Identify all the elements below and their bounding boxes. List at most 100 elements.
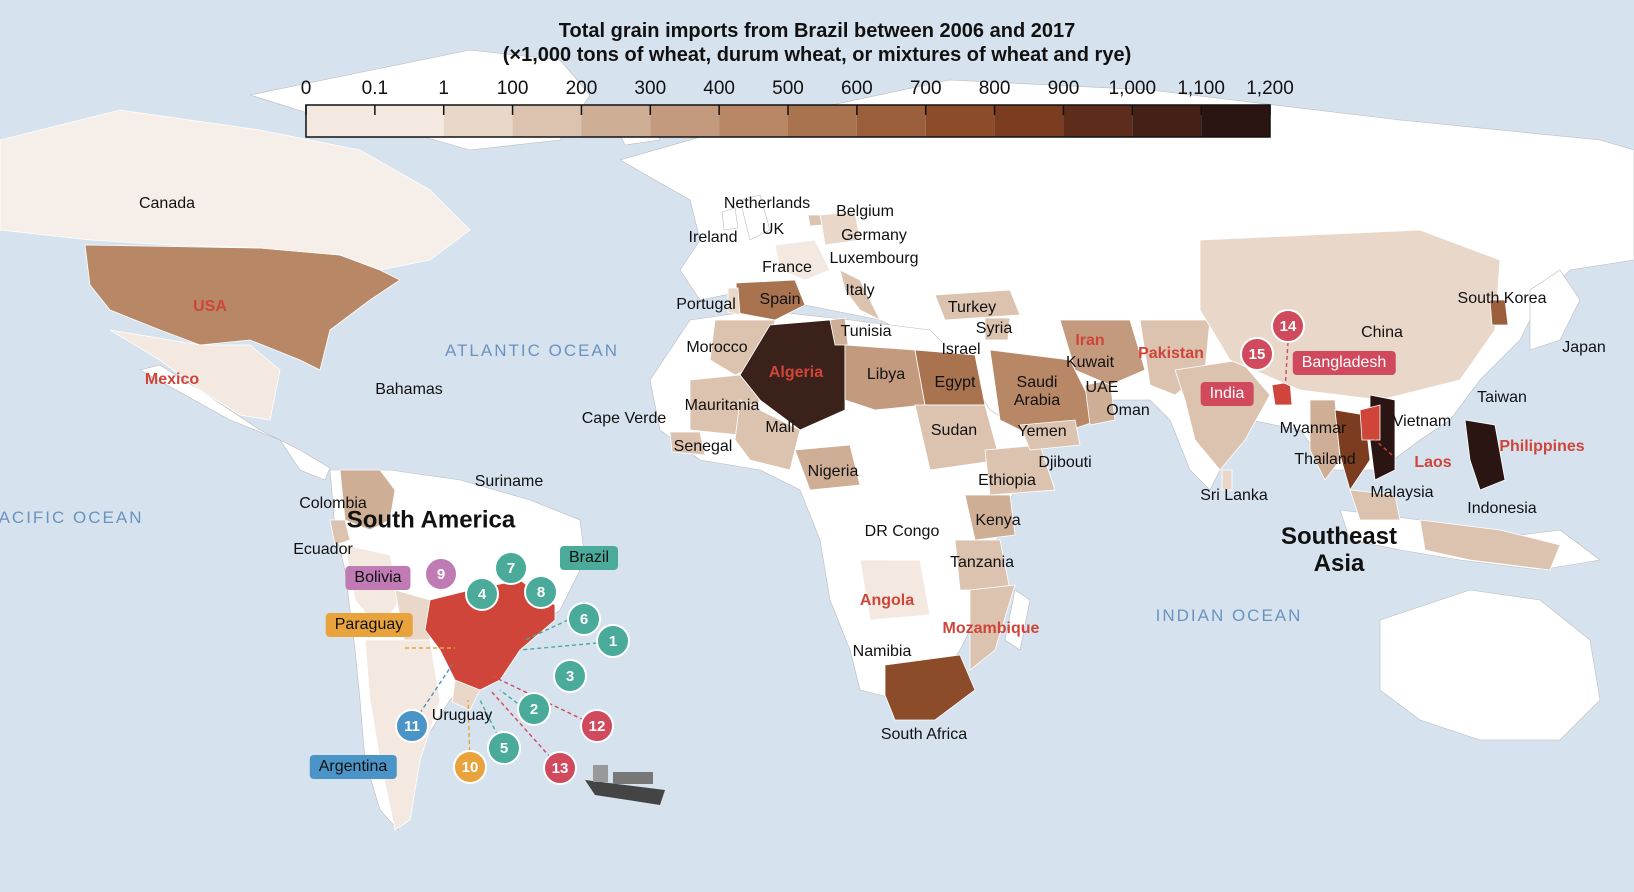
dr-congo-fill bbox=[879, 494, 956, 561]
label-luxembourg: Luxembourg bbox=[829, 250, 919, 267]
label-china: China bbox=[1361, 324, 1403, 341]
legend-band bbox=[1132, 105, 1202, 137]
legend-colorbar bbox=[305, 104, 1271, 138]
badge-9: 9 bbox=[424, 557, 458, 591]
label-kuwait: Kuwait bbox=[1065, 354, 1115, 371]
badge-7: 7 bbox=[494, 551, 528, 585]
label-nigeria: Nigeria bbox=[807, 463, 859, 480]
legend-band bbox=[856, 105, 926, 137]
legend-tick-label: 200 bbox=[565, 78, 598, 99]
badge-10: 10 bbox=[453, 750, 487, 784]
label-pakistan: Pakistan bbox=[1138, 345, 1204, 362]
ireland-shape bbox=[721, 207, 739, 231]
france-fill bbox=[774, 239, 831, 281]
label-ireland: Ireland bbox=[688, 229, 738, 246]
legend-tick-label: 0.1 bbox=[361, 78, 389, 99]
badge-12: 12 bbox=[580, 709, 614, 743]
netherlands-fill bbox=[807, 214, 823, 227]
madagascar bbox=[1004, 589, 1031, 651]
label-kenya: Kenya bbox=[975, 512, 1021, 529]
label-germany: Germany bbox=[841, 227, 907, 244]
portugal-fill bbox=[727, 287, 741, 316]
cargo-ship-icon bbox=[585, 765, 665, 805]
label-yemen: Yemen bbox=[1017, 423, 1067, 440]
label-uk: UK bbox=[761, 221, 785, 238]
senegal-fill bbox=[669, 431, 706, 456]
label-turkey: Turkey bbox=[947, 299, 997, 316]
label-japan: Japan bbox=[1562, 339, 1606, 356]
legend-tick-label: 1,000 bbox=[1108, 78, 1157, 99]
legend-band bbox=[1063, 105, 1133, 137]
label-taiwan: Taiwan bbox=[1477, 389, 1527, 406]
libya-fill bbox=[844, 344, 926, 411]
tag-paraguay: Paraguay bbox=[325, 613, 413, 637]
mexico-fill bbox=[109, 329, 281, 421]
south-korea-fill bbox=[1489, 299, 1509, 326]
label-iran: Iran bbox=[1075, 332, 1105, 349]
label-spain: Spain bbox=[759, 291, 801, 308]
badge-15: 15 bbox=[1240, 337, 1274, 371]
tag-bangladesh: Bangladesh bbox=[1292, 351, 1396, 375]
label-south-korea: South Korea bbox=[1457, 290, 1547, 307]
yemen-fill bbox=[1019, 419, 1081, 451]
legend-band bbox=[306, 105, 375, 137]
canada-fill bbox=[0, 109, 471, 271]
label-uruguay: Uruguay bbox=[431, 707, 493, 724]
legend-band bbox=[581, 105, 651, 137]
label-israel: Israel bbox=[941, 341, 981, 358]
label-netherlands: Netherlands bbox=[723, 195, 811, 212]
label-mexico: Mexico bbox=[144, 371, 200, 388]
mozambique-fill bbox=[969, 584, 1016, 671]
badge-5: 5 bbox=[487, 731, 521, 765]
sri-lanka-fill bbox=[1221, 469, 1233, 491]
legend-tick-label: 1,100 bbox=[1177, 78, 1225, 99]
label-saudi-arabia: Saudi Arabia bbox=[1013, 374, 1061, 409]
legend-band bbox=[719, 105, 788, 137]
legend-tick-label: 300 bbox=[634, 78, 667, 99]
region-south-america: South America bbox=[346, 506, 516, 534]
label-vietnam: Vietnam bbox=[1392, 413, 1452, 430]
label-mali: Mali bbox=[765, 419, 795, 436]
badge-6: 6 bbox=[567, 602, 601, 636]
label-tunisia: Tunisia bbox=[840, 323, 892, 340]
label-laos: Laos bbox=[1414, 454, 1452, 471]
region-southeast-asia: Southeast Asia bbox=[1280, 523, 1397, 577]
tag-bolivia: Bolivia bbox=[345, 566, 411, 590]
uk-shape bbox=[739, 194, 771, 241]
legend-band bbox=[443, 105, 513, 137]
philippines-fill bbox=[1464, 419, 1506, 491]
legend-tick-label: 500 bbox=[772, 78, 804, 99]
label-philippines: Philippines bbox=[1499, 438, 1585, 455]
italy-fill bbox=[839, 269, 881, 321]
label-sudan: Sudan bbox=[930, 422, 978, 439]
legend-band bbox=[374, 105, 444, 137]
map-subtitle: (×1,000 tons of wheat, durum wheat, or m… bbox=[502, 44, 1132, 66]
legend-tick-label: 800 bbox=[978, 78, 1011, 99]
iran-fill bbox=[1059, 319, 1146, 386]
label-mauritania: Mauritania bbox=[684, 397, 760, 414]
ocean-atlantic: ATLANTIC OCEAN bbox=[444, 341, 620, 360]
label-senegal: Senegal bbox=[673, 438, 733, 455]
label-ecuador: Ecuador bbox=[293, 541, 353, 558]
china-fill bbox=[1199, 229, 1501, 401]
tag-brazil: Brazil bbox=[559, 546, 619, 570]
myanmar-fill bbox=[1309, 399, 1341, 481]
legend-tick-label: 700 bbox=[909, 78, 942, 99]
label-cape-verde: Cape Verde bbox=[581, 410, 667, 427]
syria-fill bbox=[984, 317, 1011, 341]
label-portugal: Portugal bbox=[676, 296, 736, 313]
label-malaysia: Malaysia bbox=[1370, 484, 1434, 501]
label-indonesia: Indonesia bbox=[1467, 500, 1537, 517]
legend-band bbox=[650, 105, 720, 137]
legend-band bbox=[1201, 105, 1270, 137]
label-usa: USA bbox=[193, 298, 227, 315]
label-colombia: Colombia bbox=[299, 495, 367, 512]
tag-india: India bbox=[1200, 382, 1254, 406]
label-south-africa: South Africa bbox=[880, 726, 968, 743]
indonesia-fill bbox=[1419, 519, 1561, 571]
ecuador-fill bbox=[329, 519, 351, 546]
south-africa-fill bbox=[884, 654, 976, 721]
legend-band bbox=[925, 105, 995, 137]
label-egypt: Egypt bbox=[934, 374, 976, 391]
laos-fill bbox=[1359, 404, 1381, 441]
